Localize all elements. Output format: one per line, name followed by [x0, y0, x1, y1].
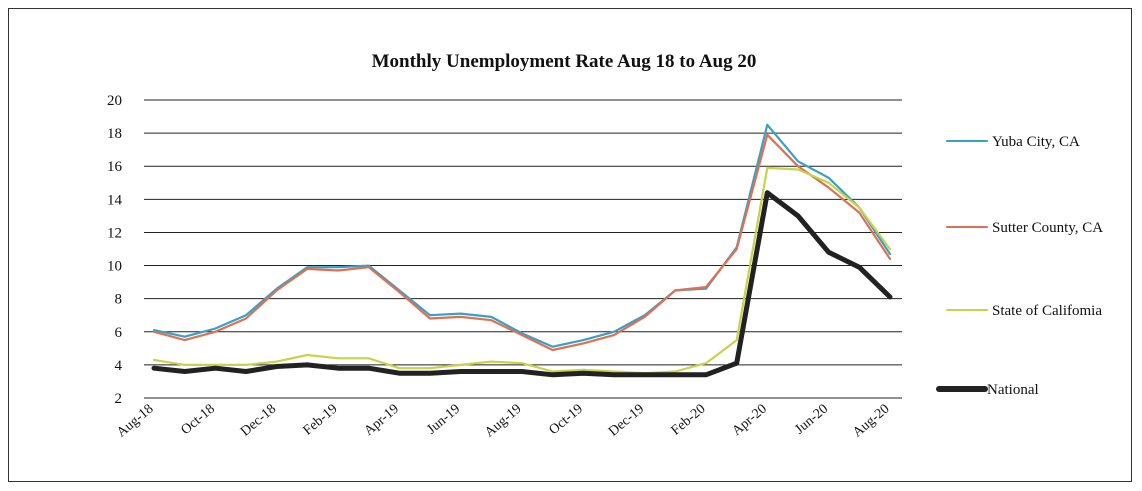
legend-label: Sutter County, CA: [992, 220, 1103, 236]
y-tick-label: 12: [107, 225, 122, 241]
series-layer: [151, 123, 893, 378]
x-tick-label: Aug-19: [482, 402, 524, 441]
series-line-1: [152, 133, 892, 352]
x-tick-label: Dec-19: [606, 402, 647, 440]
y-tick-label: 16: [107, 159, 123, 175]
legend: Yuba City, CA Sutter County, CA State of C…: [936, 134, 1103, 398]
legend-label: State of Califomia: [992, 303, 1102, 319]
y-tick-label: 2: [115, 391, 123, 407]
legend-label: Yuba City, CA: [992, 134, 1080, 150]
series-line-2: [152, 166, 892, 375]
x-tick-label: Dec-18: [238, 402, 279, 440]
y-tick-label: 4: [115, 358, 123, 374]
series-line-3: [151, 190, 893, 378]
y-tick-label: 18: [107, 126, 122, 142]
x-tick-label: Feb-19: [301, 402, 341, 439]
grid-layer: [144, 99, 902, 399]
x-tick-label: Apr-20: [730, 402, 770, 439]
y-axis: 2 4 6 8 10 12 14 16 18 20: [107, 93, 123, 407]
line-chart: Monthly Unemployment Rate Aug 18 to Aug …: [107, 51, 1103, 441]
x-tick-label: Oct-19: [546, 402, 585, 438]
y-tick-label: 14: [107, 192, 123, 208]
chart-title: Monthly Unemployment Rate Aug 18 to Aug …: [372, 51, 757, 72]
x-tick-label: Oct-18: [178, 402, 217, 438]
series-line-0: [152, 123, 892, 348]
x-tick-label: Jun-19: [424, 402, 463, 438]
x-axis: Aug-18 Oct-18 Dec-18 Feb-19 Apr-19 Jun-19 Aug-…: [114, 402, 892, 441]
legend-label: National: [987, 382, 1039, 398]
x-tick-label: Apr-19: [362, 402, 402, 439]
x-tick-label: Feb-20: [669, 402, 709, 439]
x-tick-label: Jun-20: [792, 402, 831, 438]
y-tick-label: 20: [107, 93, 122, 109]
x-tick-label: Aug-18: [114, 402, 156, 441]
y-tick-label: 6: [115, 325, 123, 341]
y-tick-label: 8: [115, 292, 123, 308]
chart-frame: Monthly Unemployment Rate Aug 18 to Aug …: [8, 8, 1132, 482]
x-tick-label: Aug-20: [850, 402, 892, 441]
y-tick-label: 10: [107, 259, 122, 275]
